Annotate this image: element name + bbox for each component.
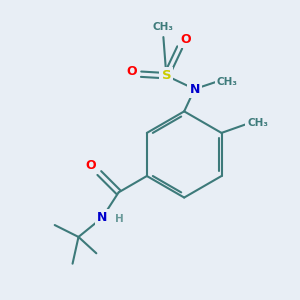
Text: S: S (161, 69, 171, 82)
Text: CH₃: CH₃ (217, 76, 238, 87)
Text: O: O (86, 159, 96, 172)
Text: O: O (180, 33, 191, 46)
Text: CH₃: CH₃ (153, 22, 174, 32)
Text: O: O (127, 65, 137, 78)
Text: N: N (97, 211, 107, 224)
Text: N: N (189, 82, 200, 96)
Text: CH₃: CH₃ (248, 118, 268, 128)
Text: H: H (115, 214, 124, 224)
